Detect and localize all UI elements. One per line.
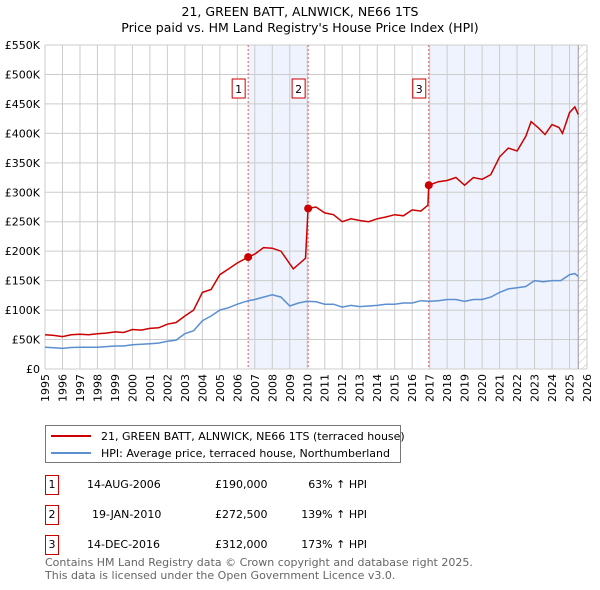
x-tick-label: 1995 xyxy=(39,374,52,402)
x-tick-label: 2004 xyxy=(196,374,209,402)
sale-marker-box xyxy=(291,78,306,99)
transaction-price: £312,000 xyxy=(215,538,268,551)
transaction-hpi: 139% ↑ HPI xyxy=(301,508,367,521)
y-tick-label: £250K xyxy=(5,216,41,229)
x-tick-label: 2016 xyxy=(406,374,419,402)
y-tick-label: £550K xyxy=(5,39,41,52)
x-tick-label: 2012 xyxy=(336,374,349,402)
shaded-period xyxy=(428,45,579,369)
sale-marker-label: 2 xyxy=(295,83,302,96)
sale-marker-box xyxy=(412,78,427,99)
y-tick-label: £50K xyxy=(12,334,41,347)
x-tick-label: 2014 xyxy=(371,374,384,402)
x-tick-label: 2015 xyxy=(389,374,402,402)
y-tick-label: £0 xyxy=(26,363,40,376)
footer: Contains HM Land Registry data © Crown c… xyxy=(45,556,473,582)
transaction-date: 19-JAN-2010 xyxy=(92,508,162,521)
x-tick-label: 2020 xyxy=(476,374,489,402)
legend-label: HPI: Average price, terraced house, Nort… xyxy=(101,446,390,460)
legend-item-property: 21, GREEN BATT, ALNWICK, NE66 1TS (terra… xyxy=(46,428,405,444)
legend-swatch xyxy=(51,435,91,437)
y-tick-label: £100K xyxy=(5,304,41,317)
sale-point xyxy=(304,204,313,213)
y-tick-label: £200K xyxy=(5,245,41,258)
legend: 21, GREEN BATT, ALNWICK, NE66 1TS (terra… xyxy=(45,425,405,463)
x-tick-label: 2009 xyxy=(284,374,297,402)
x-tick-label: 1997 xyxy=(74,374,87,402)
x-tick-label: 2024 xyxy=(546,374,559,402)
transaction-number: 3 xyxy=(45,535,59,555)
transaction-row: 1 14-AUG-2006 £190,000 63% ↑ HPI xyxy=(45,475,445,495)
footer-copyright: Contains HM Land Registry data © Crown c… xyxy=(45,556,473,569)
hpi-line xyxy=(44,272,579,350)
x-tick-label: 2010 xyxy=(301,374,314,402)
chart-subtitle: Price paid vs. HM Land Registry's House … xyxy=(121,20,479,35)
future-hatch xyxy=(578,45,587,369)
y-tick-label: £500K xyxy=(5,68,41,81)
transaction-price: £190,000 xyxy=(215,478,268,491)
transaction-row: 3 14-DEC-2016 £312,000 173% ↑ HPI xyxy=(45,535,445,555)
x-tick-label: 2001 xyxy=(144,374,157,402)
x-tick-label: 2005 xyxy=(214,374,227,402)
x-tick-label: 1999 xyxy=(109,374,122,402)
sale-marker-label: 3 xyxy=(416,83,423,96)
x-tick-label: 2002 xyxy=(161,374,174,402)
x-tick-label: 2021 xyxy=(494,374,507,402)
price-chart: 1995 1996 1997 1998 1999 2000 2001 2002 2003 2004… xyxy=(5,39,594,402)
transaction-hpi: 173% ↑ HPI xyxy=(301,538,367,551)
x-tick-label: 2008 xyxy=(266,374,279,402)
x-tick-label: 2006 xyxy=(231,374,244,402)
x-tick-label: 2019 xyxy=(459,374,472,402)
sale-point xyxy=(424,181,433,190)
sale-point xyxy=(244,253,253,262)
y-tick-label: £150K xyxy=(5,275,41,288)
transaction-number: 1 xyxy=(45,475,59,495)
legend-item-hpi: HPI: Average price, terraced house, Nort… xyxy=(46,445,390,461)
transaction-row: 2 19-JAN-2010 £272,500 139% ↑ HPI xyxy=(45,505,445,525)
x-tick-label: 2007 xyxy=(249,374,262,402)
x-tick-label: 1996 xyxy=(56,374,69,402)
y-tick-label: £300K xyxy=(5,186,41,199)
sale-marker-label: 1 xyxy=(235,83,242,96)
y-tick-label: £400K xyxy=(5,127,41,140)
x-tick-label: 2023 xyxy=(529,374,542,402)
transaction-price: £272,500 xyxy=(215,508,268,521)
x-tick-label: 2003 xyxy=(179,374,192,402)
legend-swatch xyxy=(51,452,91,454)
x-tick-label: 2000 xyxy=(126,374,139,402)
x-tick-label: 2017 xyxy=(424,374,437,402)
sale-marker-box xyxy=(231,78,246,99)
chart-title: 21, GREEN BATT, ALNWICK, NE66 1TS xyxy=(181,4,419,19)
legend-label: 21, GREEN BATT, ALNWICK, NE66 1TS (terra… xyxy=(101,429,405,443)
y-tick-label: £350K xyxy=(5,157,41,170)
x-tick-label: 2018 xyxy=(441,374,454,402)
x-tick-label: 2025 xyxy=(564,374,577,402)
x-tick-label: 2011 xyxy=(319,374,332,402)
property-price-line xyxy=(44,105,579,338)
transaction-number: 2 xyxy=(45,505,59,525)
x-tick-label: 2013 xyxy=(354,374,367,402)
transaction-date: 14-AUG-2006 xyxy=(87,478,161,491)
x-tick-label: 2022 xyxy=(511,374,524,402)
footer-licence: This data is licensed under the Open Gov… xyxy=(45,569,396,582)
transaction-date: 14-DEC-2016 xyxy=(87,538,161,551)
shaded-period xyxy=(248,45,309,369)
x-tick-label: 1998 xyxy=(91,374,104,402)
transaction-hpi: 63% ↑ HPI xyxy=(308,478,367,491)
x-tick-label: 2026 xyxy=(581,374,594,402)
y-tick-label: £450K xyxy=(5,98,41,111)
